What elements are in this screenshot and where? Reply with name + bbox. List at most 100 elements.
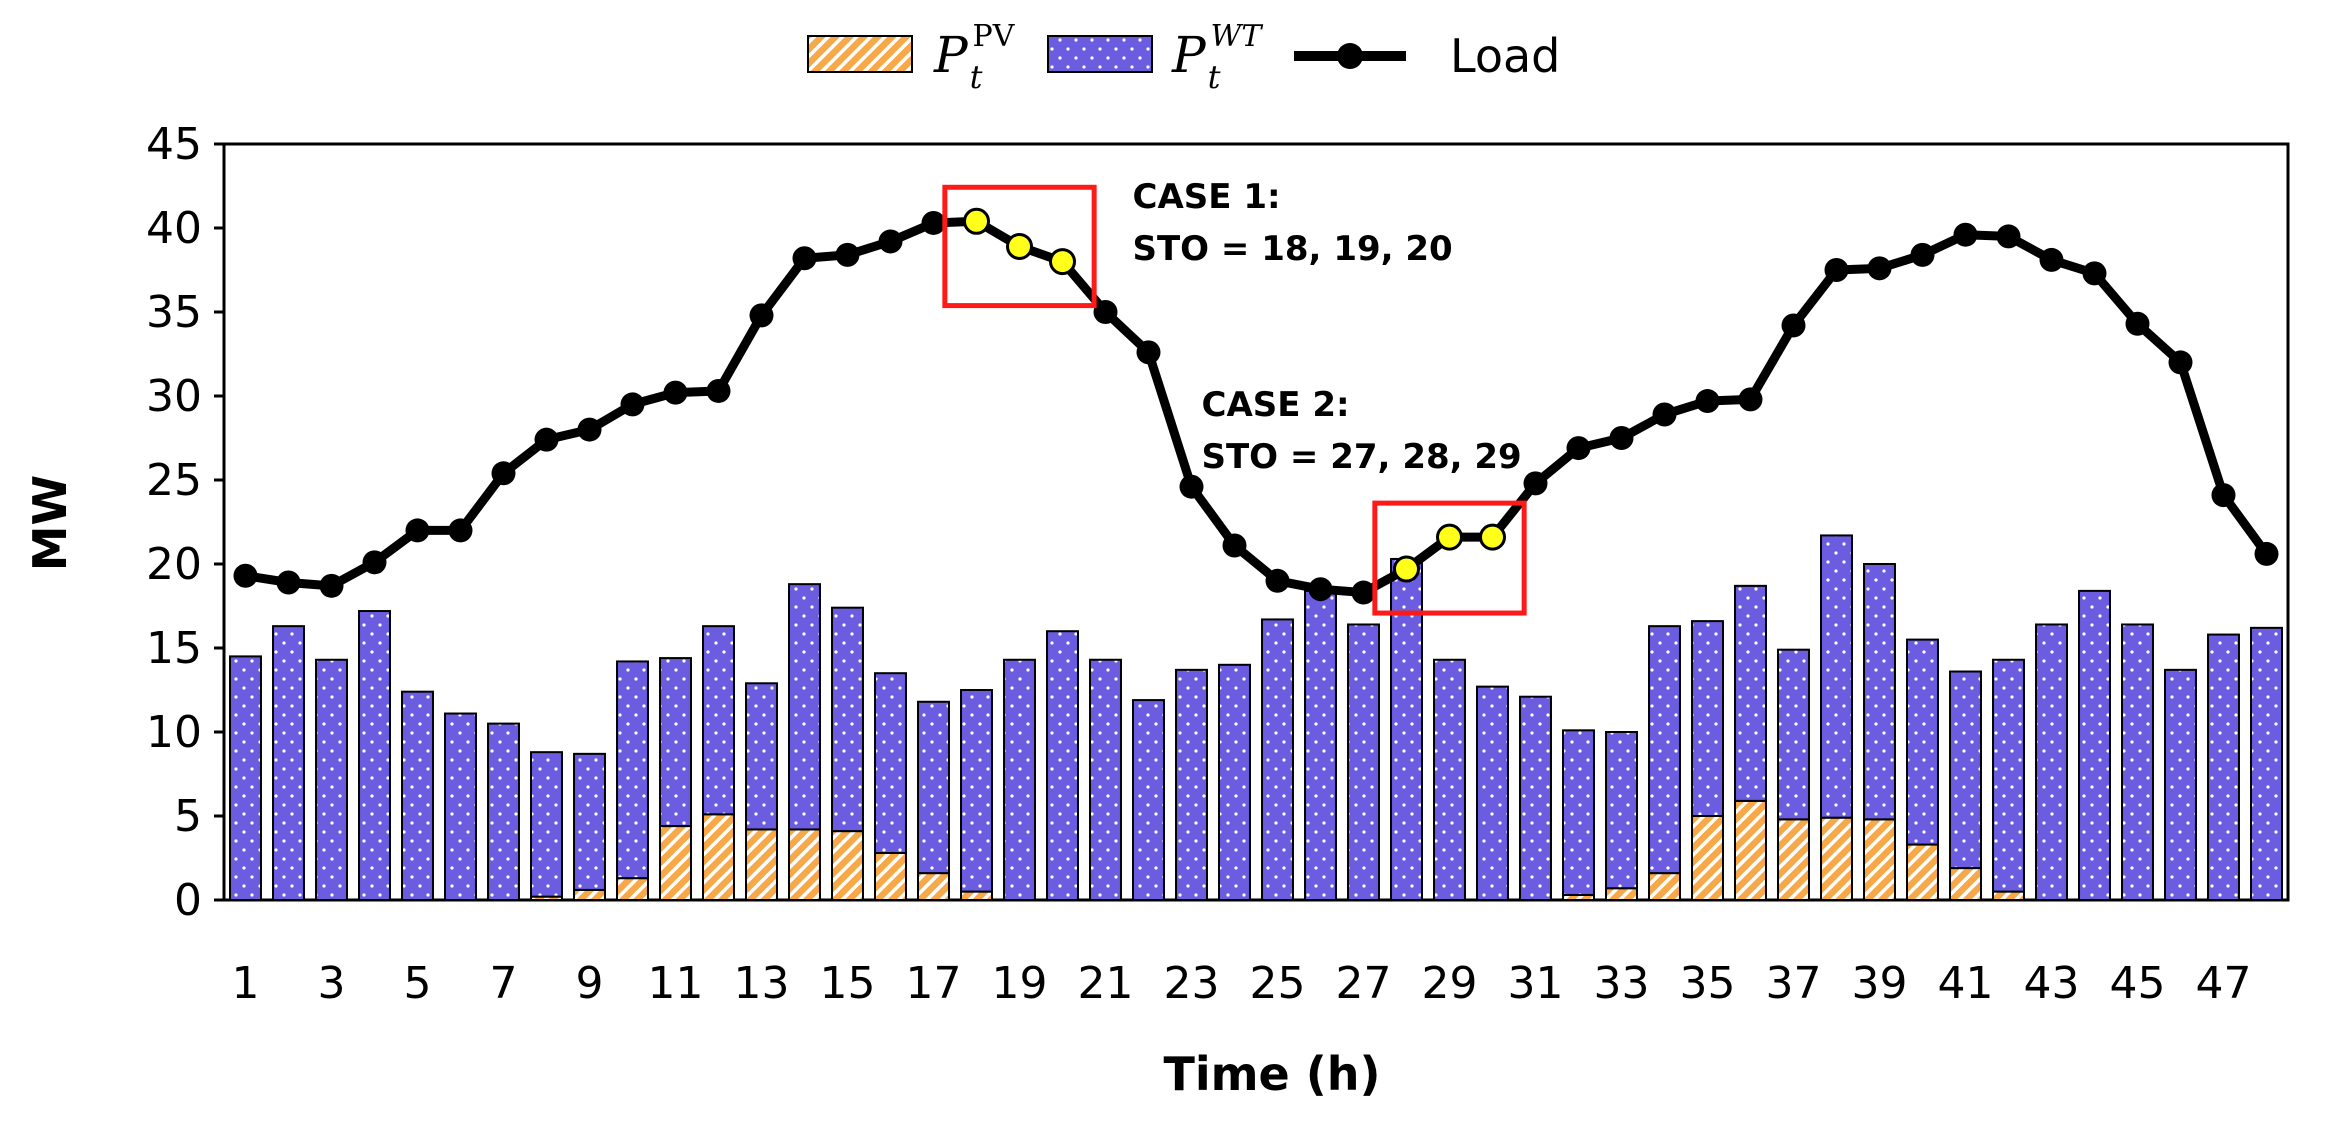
load-point	[233, 563, 258, 588]
wt-bar	[702, 625, 735, 816]
load-point	[577, 417, 602, 442]
pv-bar	[874, 851, 907, 902]
x-tick-label: 21	[1078, 958, 1134, 1009]
x-tick-label: 35	[1680, 958, 1736, 1009]
bars	[229, 534, 2283, 902]
load-point	[319, 573, 344, 598]
wt-bar	[530, 751, 563, 898]
load-point	[405, 518, 430, 543]
pv-bar	[831, 830, 864, 901]
x-axis-title: Time (h)	[1163, 1047, 1380, 1101]
pv-bar	[1949, 867, 1982, 902]
y-tick-label: 25	[146, 455, 202, 506]
x-tick-label: 29	[1422, 958, 1478, 1009]
load-point	[1179, 474, 1204, 499]
load-point	[1136, 340, 1161, 365]
x-tick-label: 15	[820, 958, 876, 1009]
x-tick-label: 47	[2196, 958, 2252, 1009]
load-point	[1824, 258, 1849, 282]
pv-bar	[616, 877, 649, 901]
load-point-highlight	[1006, 232, 1033, 260]
x-tick-label: 45	[2110, 958, 2166, 1009]
wt-bar	[1218, 663, 1251, 901]
x-tick-label: 23	[1164, 958, 1220, 1009]
x-tick-label: 41	[1938, 958, 1994, 1009]
wt-bar	[1003, 658, 1036, 902]
pv-bar	[1906, 843, 1939, 901]
wt-bar	[917, 700, 950, 875]
wt-bar	[960, 689, 993, 893]
wt-bar	[1562, 729, 1595, 896]
highlight-boxes	[942, 184, 1527, 616]
y-tick-label: 40	[146, 203, 202, 254]
load-point	[1781, 313, 1806, 338]
load-point	[878, 229, 903, 254]
pv-bar	[1734, 799, 1767, 902]
load-point	[2125, 311, 2150, 336]
wt-bar	[2121, 623, 2154, 901]
load-point	[620, 392, 645, 417]
x-tick-label: 27	[1336, 958, 1392, 1009]
load-point	[1996, 224, 2021, 249]
wt-bar	[1691, 620, 1724, 817]
load-point	[663, 380, 688, 405]
legend-pv-label: PtPV	[933, 19, 1016, 96]
load-point-highlight	[1393, 555, 1420, 583]
case-box-2	[1372, 500, 1527, 616]
load-point	[749, 303, 774, 328]
load-point	[2254, 541, 2279, 566]
x-tick-label: 33	[1594, 958, 1650, 1009]
wt-bar	[1519, 695, 1552, 901]
load-series	[233, 207, 2279, 605]
x-tick-label: 19	[992, 958, 1048, 1009]
wt-bar	[1648, 625, 1681, 875]
legend-wt-swatch	[1047, 35, 1153, 73]
pv-bar	[573, 888, 606, 901]
load-point	[2039, 247, 2064, 272]
wt-bar	[2250, 626, 2283, 902]
load-point-highlight	[1479, 523, 1506, 551]
plot-area	[222, 142, 2290, 902]
pv-bar	[917, 872, 950, 901]
wt-bar	[1261, 618, 1294, 901]
load-point	[1308, 577, 1333, 602]
wt-bar	[1992, 658, 2025, 893]
pv-bar	[1691, 815, 1724, 901]
pv-bar	[659, 825, 692, 902]
y-tick-label: 5	[174, 791, 202, 842]
wt-bar	[2035, 623, 2068, 901]
x-tick-label: 9	[576, 958, 604, 1009]
load-point	[1609, 426, 1634, 450]
load-point	[1652, 402, 1677, 427]
case-sto-1: STO = 18, 19, 20	[1133, 229, 1453, 269]
x-tick-label: 3	[318, 958, 346, 1009]
load-point	[491, 461, 516, 486]
wt-bar	[659, 657, 692, 828]
load-point	[1265, 568, 1290, 593]
wt-bar	[2078, 589, 2111, 901]
pv-bar	[745, 828, 778, 901]
wt-bar	[1089, 658, 1122, 902]
y-tick-label: 20	[146, 539, 202, 590]
legend: PtPV PtWT Load	[807, 19, 1560, 96]
wt-bar	[874, 672, 907, 854]
case-label-2: CASE 2:	[1202, 385, 1350, 425]
wt-bar	[1605, 731, 1638, 890]
x-tick-label: 1	[232, 958, 260, 1009]
wt-bar	[1304, 589, 1337, 901]
load-point	[1738, 387, 1763, 412]
wt-bar	[1132, 699, 1165, 902]
load-point	[835, 242, 860, 267]
y-tick-label: 0	[174, 875, 202, 926]
load-point-highlight	[1049, 248, 1076, 276]
x-tick-label: 37	[1766, 958, 1822, 1009]
load-point	[1566, 436, 1591, 461]
load-point	[1910, 242, 1935, 267]
wt-bar	[616, 660, 649, 880]
x-tick-label: 7	[490, 958, 518, 1009]
pv-bar	[1648, 872, 1681, 901]
pv-bar	[1820, 816, 1853, 901]
load-point	[2168, 350, 2193, 375]
load-point	[276, 570, 301, 595]
